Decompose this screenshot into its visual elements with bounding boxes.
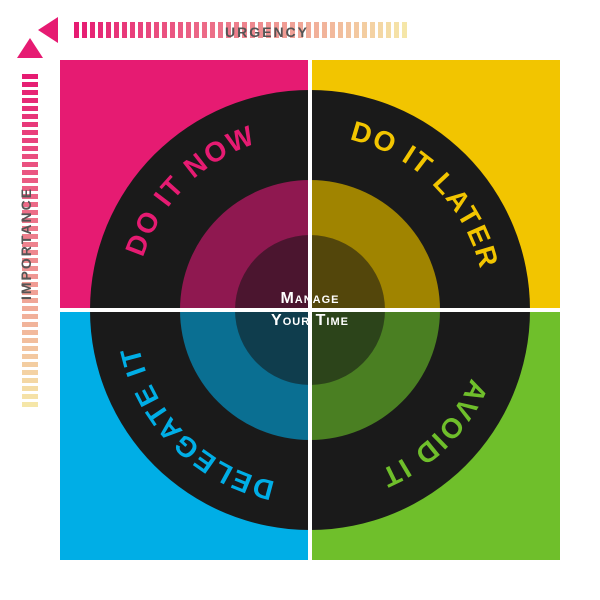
importance-arrowhead (17, 38, 43, 58)
eisenhower-matrix: DO IT NOW DO IT LATER DELEGATE IT AVOID … (60, 60, 560, 560)
importance-axis-ticks (18, 56, 42, 556)
urgency-axis-label: URGENCY (225, 24, 309, 40)
importance-axis-label: IMPORTANCE (18, 187, 34, 300)
vertical-divider (308, 60, 312, 560)
